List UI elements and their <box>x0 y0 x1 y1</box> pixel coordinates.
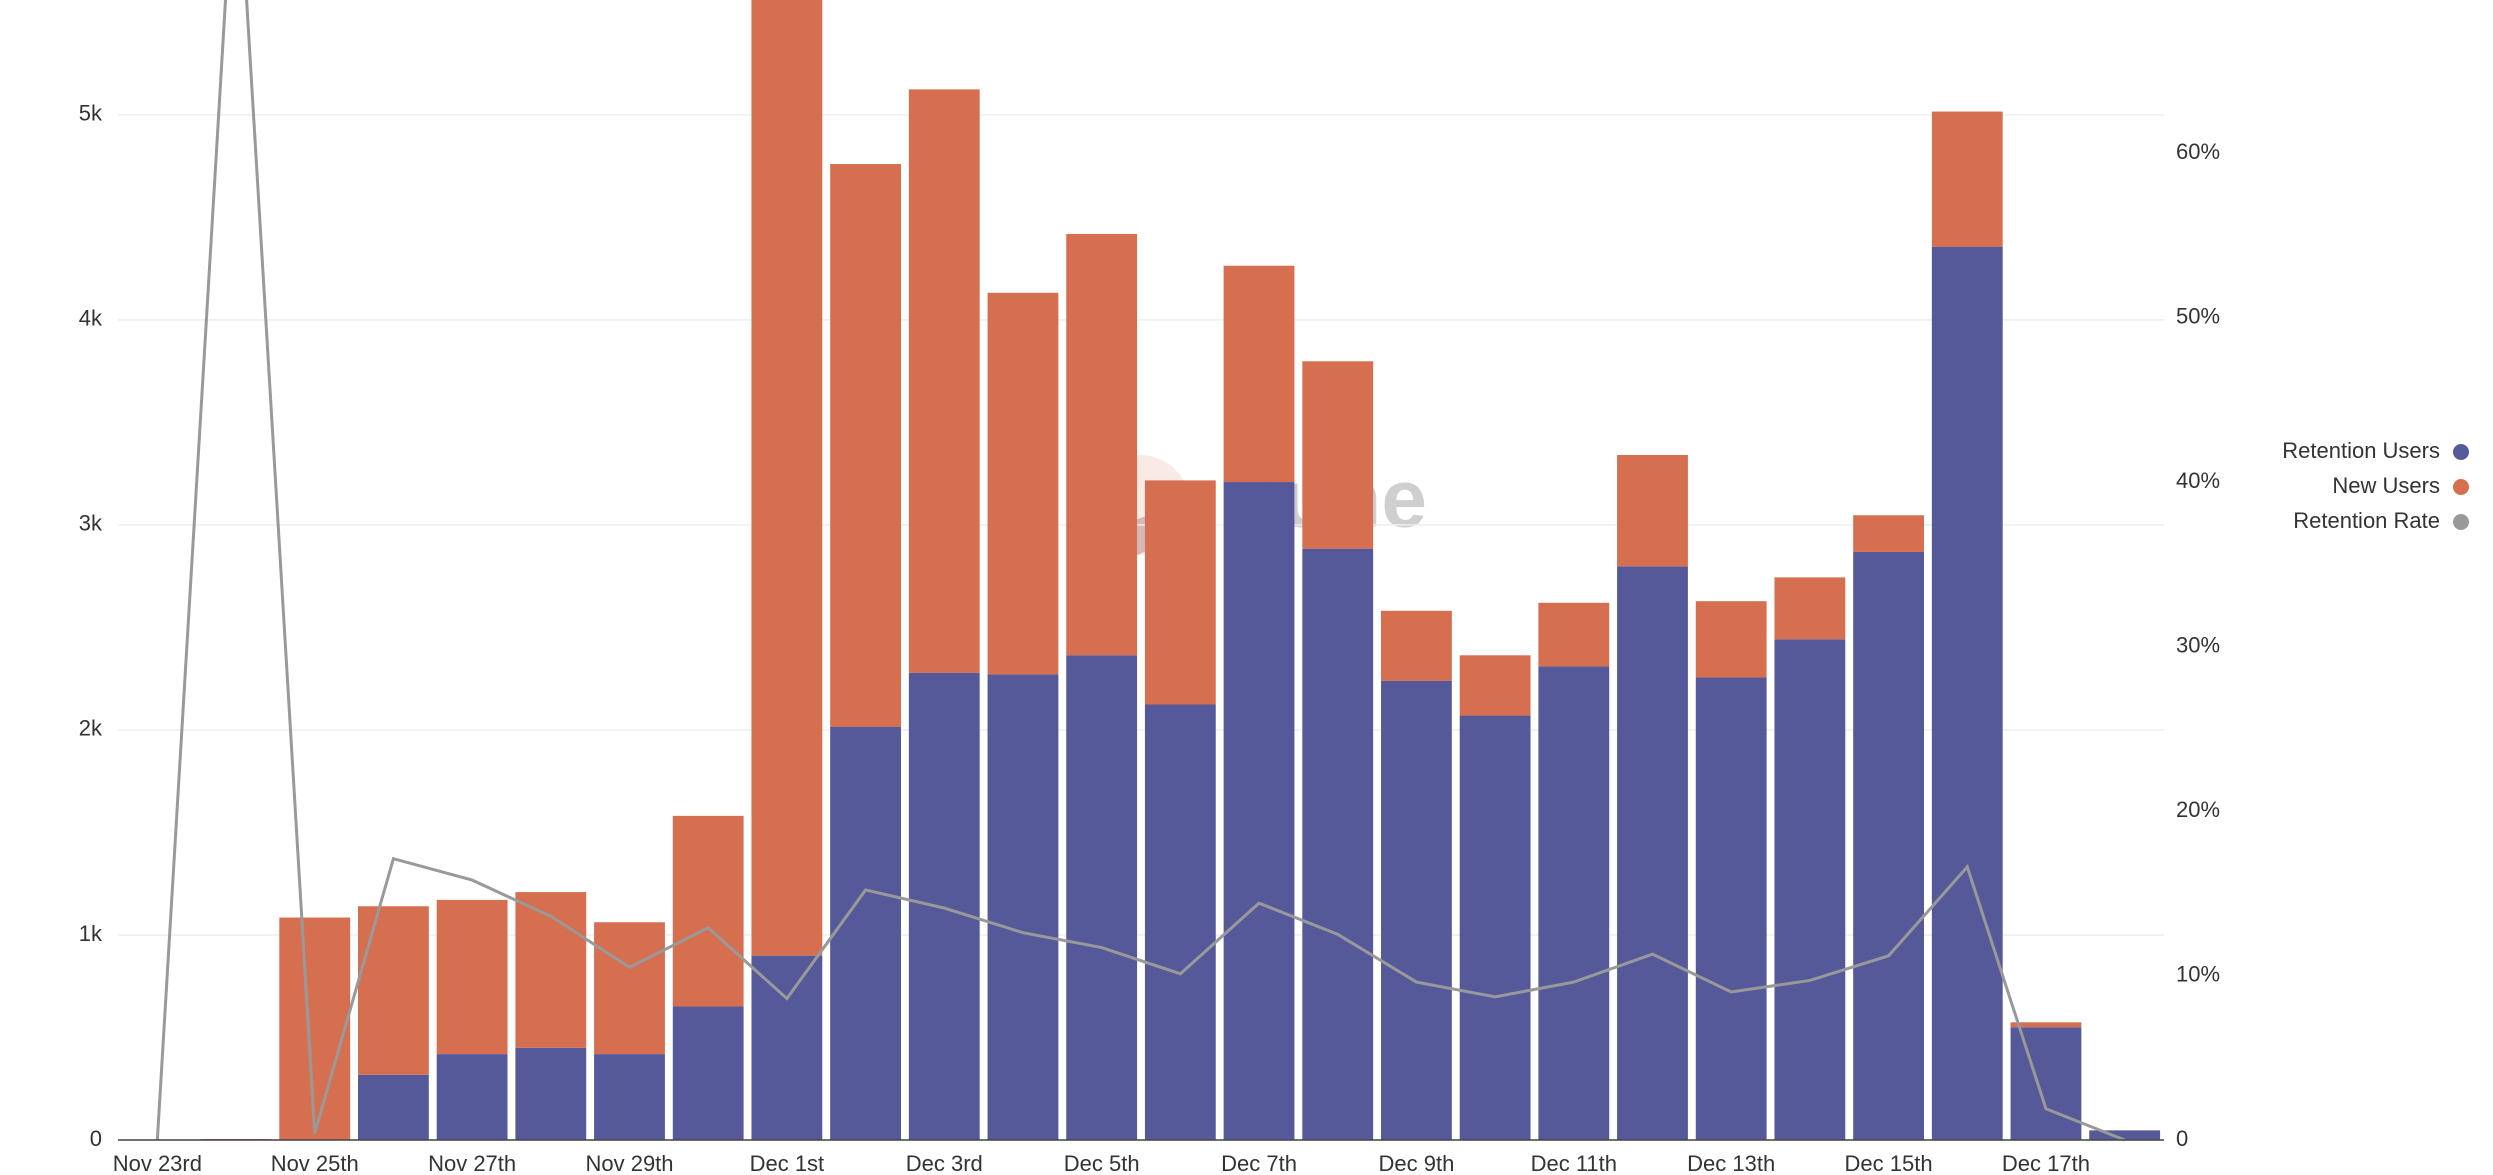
y2-tick-label: 20% <box>2176 797 2220 822</box>
bar <box>2010 1027 2082 1140</box>
y2-tick-label: 40% <box>2176 468 2220 493</box>
y-tick-label: 0 <box>90 1126 102 1151</box>
bar <box>1066 655 1138 1140</box>
legend-marker <box>2453 479 2469 495</box>
bar <box>1617 454 1688 567</box>
bar <box>1066 233 1138 656</box>
bar <box>908 89 980 673</box>
y-tick-label: 3k <box>79 511 103 536</box>
bar <box>1931 246 2003 1141</box>
y-tick-label: 1k <box>79 921 103 946</box>
bar <box>672 1006 744 1140</box>
bar <box>1853 551 1924 1140</box>
bar <box>1302 361 1374 549</box>
bar <box>1931 111 2003 247</box>
x-tick-label: Dec 5th <box>1064 1151 1140 1175</box>
bar <box>830 726 901 1140</box>
x-tick-label: Dec 15th <box>1845 1151 1933 1175</box>
bar <box>1617 566 1688 1140</box>
y2-tick-label: 50% <box>2176 303 2220 328</box>
x-tick-label: Dec 9th <box>1379 1151 1455 1175</box>
bar <box>1381 680 1452 1140</box>
bar <box>358 1074 429 1140</box>
x-tick-label: Dec 3rd <box>906 1151 983 1175</box>
x-tick-label: Dec 1st <box>750 1151 825 1175</box>
y-tick-label: 4k <box>79 306 103 331</box>
bar <box>1459 655 1531 716</box>
y2-tick-label: 60% <box>2176 139 2220 164</box>
x-tick-label: Nov 27th <box>428 1151 516 1175</box>
y2-tick-label: 10% <box>2176 961 2220 986</box>
bar <box>2010 1022 2082 1028</box>
x-tick-label: Dec 13th <box>1687 1151 1775 1175</box>
bar <box>594 922 665 1055</box>
bar <box>436 1054 508 1140</box>
bar <box>2089 1130 2161 1140</box>
bar <box>1223 482 1295 1141</box>
x-tick-label: Nov 29th <box>585 1151 673 1175</box>
bar <box>1538 602 1610 667</box>
legend-label: New Users <box>2332 473 2440 498</box>
bar <box>1538 666 1610 1140</box>
bar <box>1144 480 1216 705</box>
bar <box>1302 548 1374 1140</box>
line <box>155 0 2126 1142</box>
bar <box>358 906 429 1075</box>
bar <box>1853 515 1924 552</box>
y-tick-label: 2k <box>79 716 103 741</box>
legend-marker <box>2453 444 2469 460</box>
bars <box>200 0 2161 1141</box>
bar <box>594 1054 665 1140</box>
bar <box>1774 577 1846 640</box>
bar <box>1144 704 1216 1140</box>
y2-tick-label: 30% <box>2176 632 2220 657</box>
bar <box>515 1047 587 1140</box>
bar <box>751 955 823 1140</box>
bar <box>1223 265 1295 483</box>
bar <box>987 292 1059 675</box>
bar <box>987 674 1059 1140</box>
x-tick-label: Nov 25th <box>271 1151 359 1175</box>
bar <box>1774 639 1846 1140</box>
bar <box>1695 601 1767 678</box>
legend-marker <box>2453 514 2469 530</box>
bar <box>436 899 508 1055</box>
x-tick-label: Dec 17th <box>2002 1151 2090 1175</box>
x-tick-label: Nov 23rd <box>113 1151 202 1175</box>
x-tick-label: Dec 7th <box>1221 1151 1297 1175</box>
y-tick-label: 5k <box>79 101 103 126</box>
bar <box>1695 677 1767 1140</box>
bar <box>1381 610 1452 681</box>
bar <box>908 672 980 1140</box>
bar <box>1459 715 1531 1140</box>
bar <box>279 917 351 1140</box>
legend-label: Retention Rate <box>2293 508 2440 533</box>
bar <box>830 164 901 727</box>
x-tick-label: Dec 11th <box>1531 1151 1617 1175</box>
legend-label: Retention Users <box>2282 438 2440 463</box>
bar <box>751 0 823 956</box>
bar <box>672 815 744 1007</box>
y2-tick-label: 0 <box>2176 1126 2188 1151</box>
